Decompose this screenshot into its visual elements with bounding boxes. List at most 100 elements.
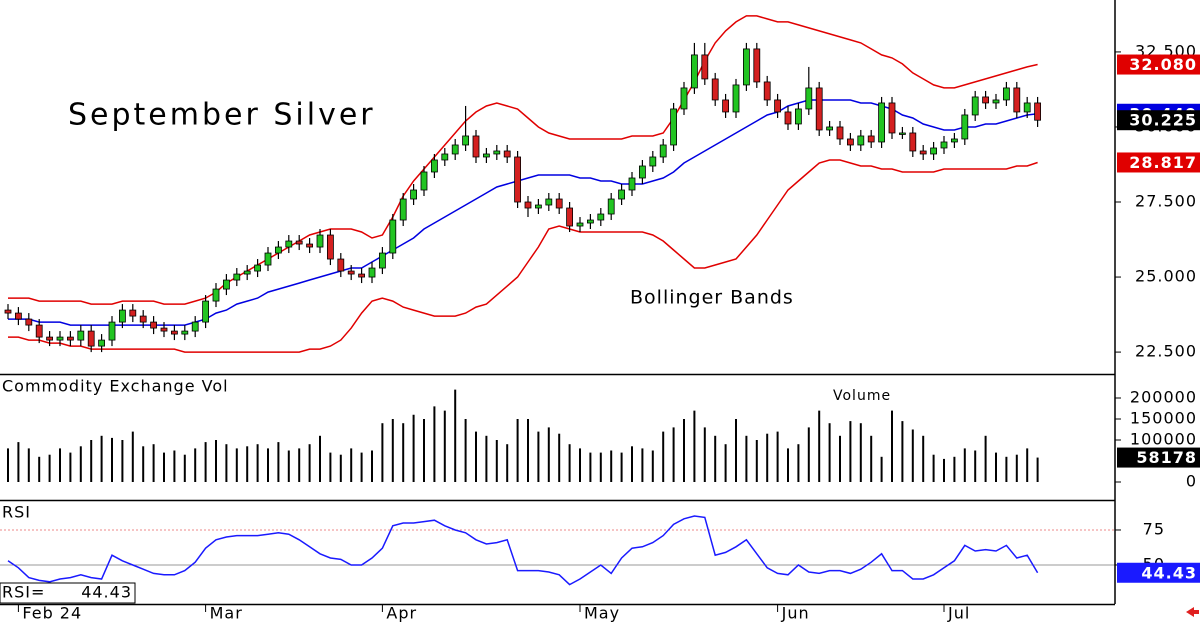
- candle-body: [35, 324, 43, 338]
- candle-body: [4, 309, 12, 314]
- candle-body: [763, 81, 771, 101]
- candle-body: [160, 327, 168, 332]
- candle-body: [805, 87, 813, 110]
- candle-body: [1003, 87, 1010, 101]
- candle-body: [306, 243, 314, 248]
- candle-body: [493, 150, 501, 155]
- candle-body: [170, 330, 178, 335]
- data-layer: [4, 15, 1041, 586]
- candle-body: [285, 240, 293, 248]
- candle-body: [576, 222, 584, 227]
- candle-body: [98, 339, 105, 347]
- candle-body: [410, 189, 418, 200]
- candle-body: [56, 336, 64, 341]
- candle-body: [389, 219, 397, 254]
- candle-body: [795, 108, 802, 125]
- candle-body: [347, 270, 355, 275]
- candle-body: [524, 201, 532, 209]
- candle-body: [378, 252, 386, 269]
- candle-body: [618, 189, 625, 200]
- candle-body: [784, 111, 792, 125]
- y-tick-label: 150000: [1130, 409, 1197, 428]
- candle-body: [826, 126, 833, 131]
- candle-body: [628, 177, 636, 191]
- candle-body: [743, 48, 750, 86]
- candle-body: [867, 135, 875, 143]
- last-price-label: 30.225: [1129, 111, 1197, 130]
- last-price-label-box: [1117, 110, 1200, 131]
- band-value-label-box: [1117, 152, 1200, 173]
- candle-body: [555, 198, 563, 209]
- candle-body: [399, 198, 407, 221]
- candle-body: [732, 84, 740, 113]
- rsi-readout-label: RSI=: [2, 583, 45, 602]
- last-volume-label-box: [1117, 447, 1200, 468]
- candle-body: [67, 336, 74, 341]
- band-value-label: 32.080: [1129, 55, 1197, 74]
- candle-body: [711, 78, 719, 101]
- candle-body: [753, 48, 761, 83]
- annotation: Volume: [833, 388, 891, 404]
- candle-body: [836, 126, 844, 140]
- chart-title: September Silver: [68, 98, 376, 133]
- y-tick-label: 25.000: [1135, 267, 1197, 286]
- rsi-line: [7, 515, 1039, 586]
- y-tick-label: 100000: [1130, 430, 1197, 449]
- candle-body: [961, 114, 969, 140]
- x-tick-label: Mar: [210, 604, 243, 623]
- candle-body: [108, 321, 116, 341]
- candle-body: [701, 54, 709, 80]
- candle-body: [368, 267, 376, 278]
- candle-body: [191, 321, 199, 332]
- candle-body: [202, 300, 210, 323]
- candle-body: [971, 96, 979, 116]
- candle-body: [857, 135, 865, 146]
- candle-body: [566, 207, 573, 227]
- candle-body: [119, 309, 126, 323]
- candle-body: [503, 150, 511, 158]
- candle-body: [295, 240, 303, 245]
- y-tick-label: 22.500: [1135, 342, 1197, 361]
- candle-body: [691, 54, 698, 89]
- candle-body: [878, 102, 885, 143]
- band-line: [8, 99, 1038, 326]
- candle-body: [358, 273, 366, 278]
- candle-body: [899, 132, 906, 135]
- candle-body: [243, 270, 251, 275]
- candle-body: [774, 99, 781, 113]
- candle-body: [25, 318, 33, 326]
- candle-body: [930, 147, 937, 155]
- candle-body: [951, 138, 958, 143]
- candle-body: [430, 159, 438, 173]
- candle-body: [597, 213, 605, 221]
- scroll-arrow[interactable]: [1186, 607, 1199, 617]
- candle-body: [46, 336, 53, 341]
- y-tick-label: 200000: [1130, 388, 1197, 407]
- candle-body: [337, 258, 345, 272]
- rsi-readout-value: 44.43: [81, 583, 132, 602]
- candle-body: [659, 144, 667, 158]
- candle-body: [233, 273, 241, 281]
- last-volume-label: 58178: [1136, 448, 1197, 467]
- candle-body: [1013, 87, 1021, 113]
- label-layer: 30.44032.08028.81730.2255817844.43RSI=44…: [0, 54, 1200, 604]
- candle-body: [264, 252, 272, 266]
- candle-body: [639, 165, 646, 179]
- candle-body: [451, 144, 459, 155]
- y-tick-label: 27.500: [1135, 192, 1197, 211]
- candle-body: [535, 204, 542, 209]
- candle-body: [77, 330, 85, 341]
- candle-body: [982, 96, 989, 104]
- rsi-readout-box: [0, 582, 136, 604]
- candle-body: [919, 150, 927, 155]
- candle-body: [680, 87, 688, 110]
- candle-body: [274, 246, 282, 254]
- x-tick-label: Jun: [781, 604, 810, 623]
- candle-body: [1023, 102, 1031, 113]
- candle-body: [888, 102, 896, 134]
- candle-body: [14, 312, 22, 320]
- candle-body: [472, 135, 480, 158]
- candle-body: [87, 330, 95, 347]
- candle-body: [139, 315, 147, 323]
